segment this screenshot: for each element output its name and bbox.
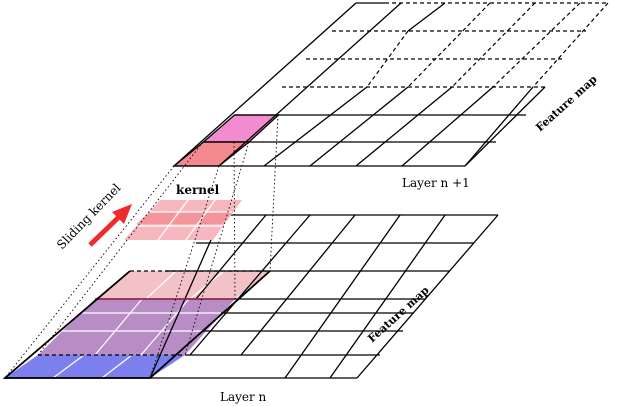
output-cell-kernel-result <box>172 141 251 167</box>
bottom-feature-map <box>2 214 499 379</box>
window-row-bottom <box>5 355 185 378</box>
kernel-label: kernel <box>176 183 220 197</box>
top-feature-map <box>172 2 609 167</box>
top-layer-label: Layer n +1 <box>402 176 470 190</box>
window-row-top <box>95 271 270 299</box>
top-feature-map-label: Feature map <box>533 73 600 135</box>
sliding-arrow <box>88 204 132 247</box>
sliding-kernel-label: Sliding kernel <box>54 181 124 252</box>
window-rows-middle <box>38 299 235 355</box>
bottom-layer-label: Layer n <box>220 390 267 404</box>
output-cell-highlight <box>201 114 281 143</box>
kernel-grid <box>124 199 242 241</box>
